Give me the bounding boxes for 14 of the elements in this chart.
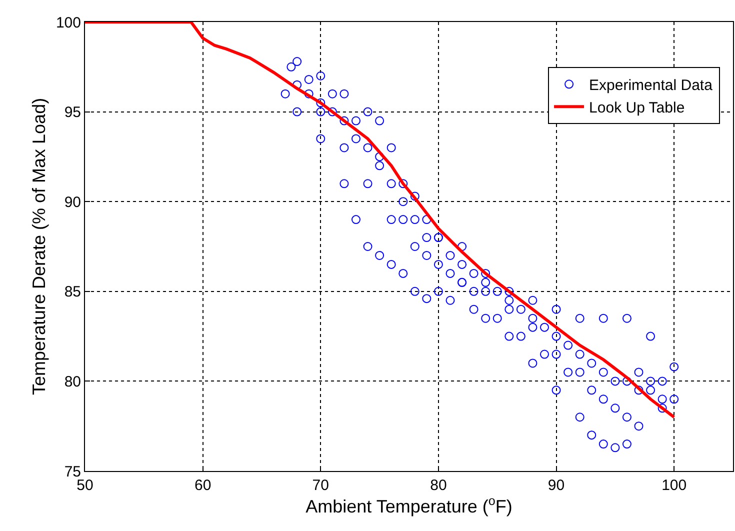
x-tick-label: 90: [548, 477, 565, 494]
legend-label: Look Up Table: [589, 100, 685, 116]
x-tick-label: 60: [194, 477, 212, 494]
x-tick-label: 80: [430, 477, 447, 494]
x-tick-label: 70: [312, 477, 329, 494]
y-tick-label: 100: [56, 14, 81, 32]
x-tick-label: 100: [662, 477, 687, 494]
y-tick-label: 90: [64, 194, 81, 211]
legend-label: Experimental Data: [589, 77, 714, 94]
x-axis-title: Ambient Temperature ($^{o}$F): [306, 494, 512, 517]
y-axis-title: Temperature Derate (% of Max Load): [29, 98, 50, 396]
y-tick-label: 85: [64, 284, 81, 301]
y-tick-label: 80: [64, 373, 81, 390]
y-tick-label: 95: [64, 104, 81, 122]
